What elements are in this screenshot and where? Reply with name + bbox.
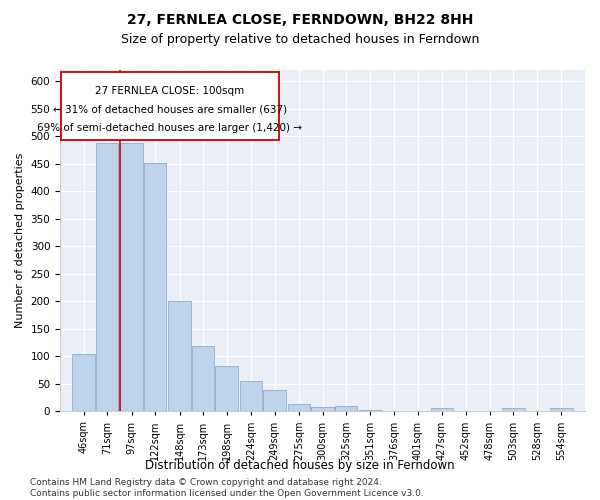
Text: 27, FERNLEA CLOSE, FERNDOWN, BH22 8HH: 27, FERNLEA CLOSE, FERNDOWN, BH22 8HH [127, 12, 473, 26]
Bar [215, 366, 238, 412]
Y-axis label: Number of detached properties: Number of detached properties [15, 153, 25, 328]
Text: Contains HM Land Registry data © Crown copyright and database right 2024.
Contai: Contains HM Land Registry data © Crown c… [30, 478, 424, 498]
Bar [143, 162, 166, 412]
Bar [120, 144, 143, 412]
Bar [383, 411, 406, 412]
Bar [431, 408, 454, 412]
Bar [335, 406, 358, 411]
Bar [72, 354, 95, 412]
Bar [239, 381, 262, 412]
Bar [311, 406, 334, 412]
Text: 27 FERNLEA CLOSE: 100sqm: 27 FERNLEA CLOSE: 100sqm [95, 86, 245, 96]
Bar [95, 144, 118, 412]
Text: Size of property relative to detached houses in Ferndown: Size of property relative to detached ho… [121, 32, 479, 46]
Text: 69% of semi-detached houses are larger (1,420) →: 69% of semi-detached houses are larger (… [37, 122, 302, 132]
Text: Distribution of detached houses by size in Ferndown: Distribution of detached houses by size … [145, 458, 455, 471]
Text: ← 31% of detached houses are smaller (637): ← 31% of detached houses are smaller (63… [53, 104, 287, 114]
Bar [550, 408, 573, 412]
Bar [263, 390, 286, 411]
Bar [502, 408, 525, 412]
Bar [406, 411, 429, 412]
Bar [168, 301, 191, 412]
Bar [359, 410, 382, 412]
FancyBboxPatch shape [61, 72, 279, 140]
Bar [191, 346, 214, 412]
Bar [287, 404, 310, 411]
